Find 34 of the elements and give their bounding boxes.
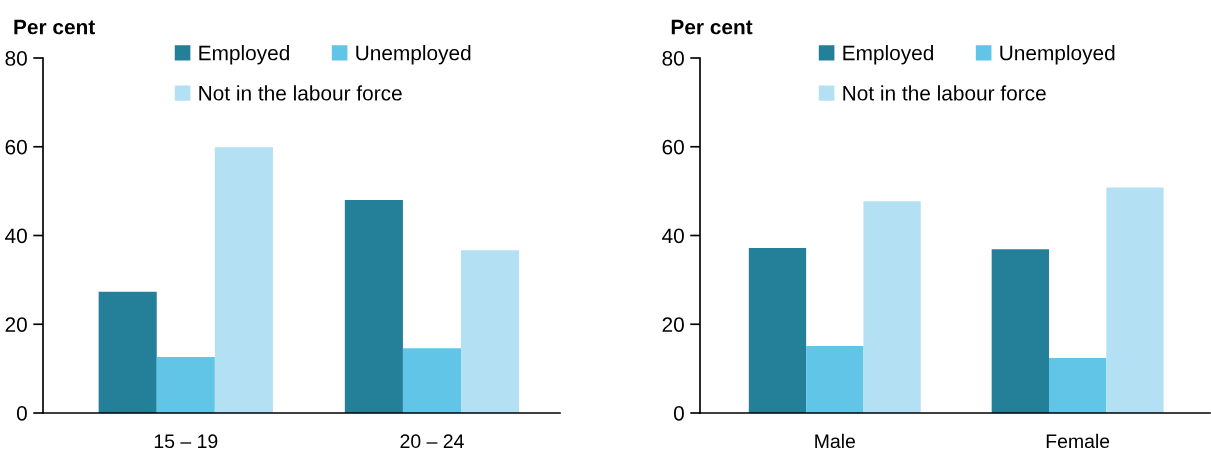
bar xyxy=(863,201,921,413)
legend-label: Employed xyxy=(199,45,289,65)
legend-label: Unemployed xyxy=(1000,45,1115,65)
bar xyxy=(344,200,403,413)
y-tick-label: 60 xyxy=(662,139,684,155)
y-tick-label: 20 xyxy=(5,317,27,332)
bar xyxy=(461,250,520,413)
bar xyxy=(1048,357,1107,413)
legend-label: Not in the labour force xyxy=(199,85,402,101)
bar xyxy=(98,291,157,413)
y-tick-label: 40 xyxy=(5,228,27,244)
y-tick-label: 60 xyxy=(5,139,27,155)
y-tick-label: 80 xyxy=(662,51,684,66)
bar xyxy=(1106,187,1164,413)
bar xyxy=(748,247,807,413)
bar xyxy=(806,345,864,413)
legend-label: Not in the labour force xyxy=(843,85,1046,101)
legend-label: Unemployed xyxy=(356,45,471,65)
y-axis-title: Per cent xyxy=(14,19,95,35)
x-tick-label: Male xyxy=(815,433,855,449)
y-tick-label: 0 xyxy=(673,406,684,421)
legend-label: Employed xyxy=(843,45,933,65)
bar xyxy=(402,348,462,413)
x-tick-label: Female xyxy=(1046,433,1110,449)
y-tick-label: 80 xyxy=(5,51,27,66)
x-tick-label: 15 – 19 xyxy=(154,434,218,449)
y-axis-title: Per cent xyxy=(671,19,753,35)
bar xyxy=(214,147,273,413)
bar xyxy=(991,249,1049,413)
x-tick-label: 20 – 24 xyxy=(400,434,464,449)
y-tick-label: 40 xyxy=(662,228,684,244)
y-tick-label: 20 xyxy=(662,317,684,332)
y-tick-label: 0 xyxy=(16,406,27,421)
bar xyxy=(156,357,215,413)
